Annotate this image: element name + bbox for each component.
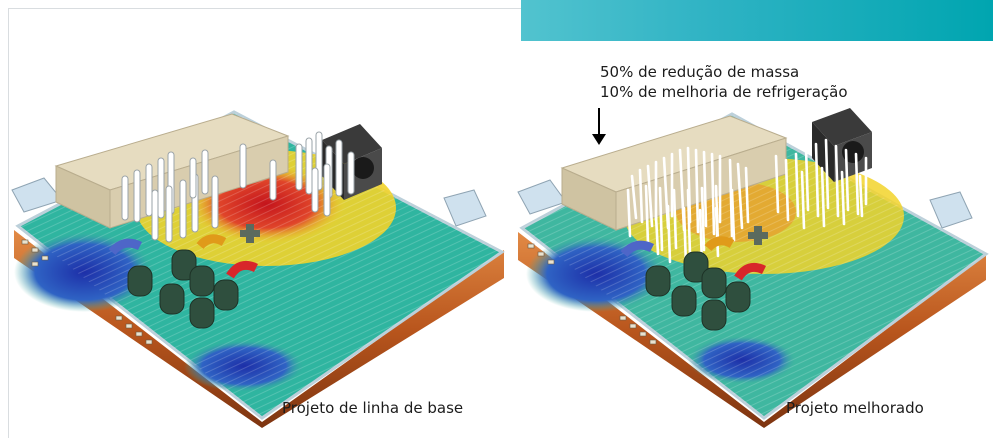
baseline-design-illustration	[11, 110, 505, 428]
connector-pins	[527, 243, 657, 345]
improved-design-caption: Projeto melhorado	[786, 399, 924, 417]
cooling-fan	[812, 108, 872, 182]
cable-bend-red	[226, 260, 259, 279]
enclosure-wall	[518, 232, 986, 428]
mounting-flange	[929, 191, 973, 229]
pin-fins	[626, 138, 868, 268]
panel-frame	[8, 8, 521, 438]
cross-marker	[748, 226, 768, 245]
mounting-flange	[443, 189, 487, 227]
mass-reduction-stat: 50% de redução de massa	[600, 63, 800, 81]
connector-pins	[21, 239, 153, 345]
down-arrow-icon	[592, 108, 606, 145]
cross-marker	[240, 224, 260, 243]
header-banner	[521, 0, 993, 41]
baseline-design-caption: Projeto de linha de base	[282, 399, 464, 417]
pin-fins	[121, 131, 355, 243]
cable-bend-blue	[620, 240, 655, 258]
cooling-improvement-stat: 10% de melhoria de refrigeração	[600, 83, 848, 101]
capacitors	[127, 249, 239, 329]
capacitors	[645, 251, 751, 331]
enclosure-wall	[14, 230, 504, 428]
cable-bend-orange	[196, 234, 227, 250]
cable-bend-blue	[108, 238, 143, 256]
cable-bend-orange	[704, 236, 735, 252]
cable-bend-red	[734, 262, 767, 281]
improved-design-illustration	[517, 108, 989, 428]
